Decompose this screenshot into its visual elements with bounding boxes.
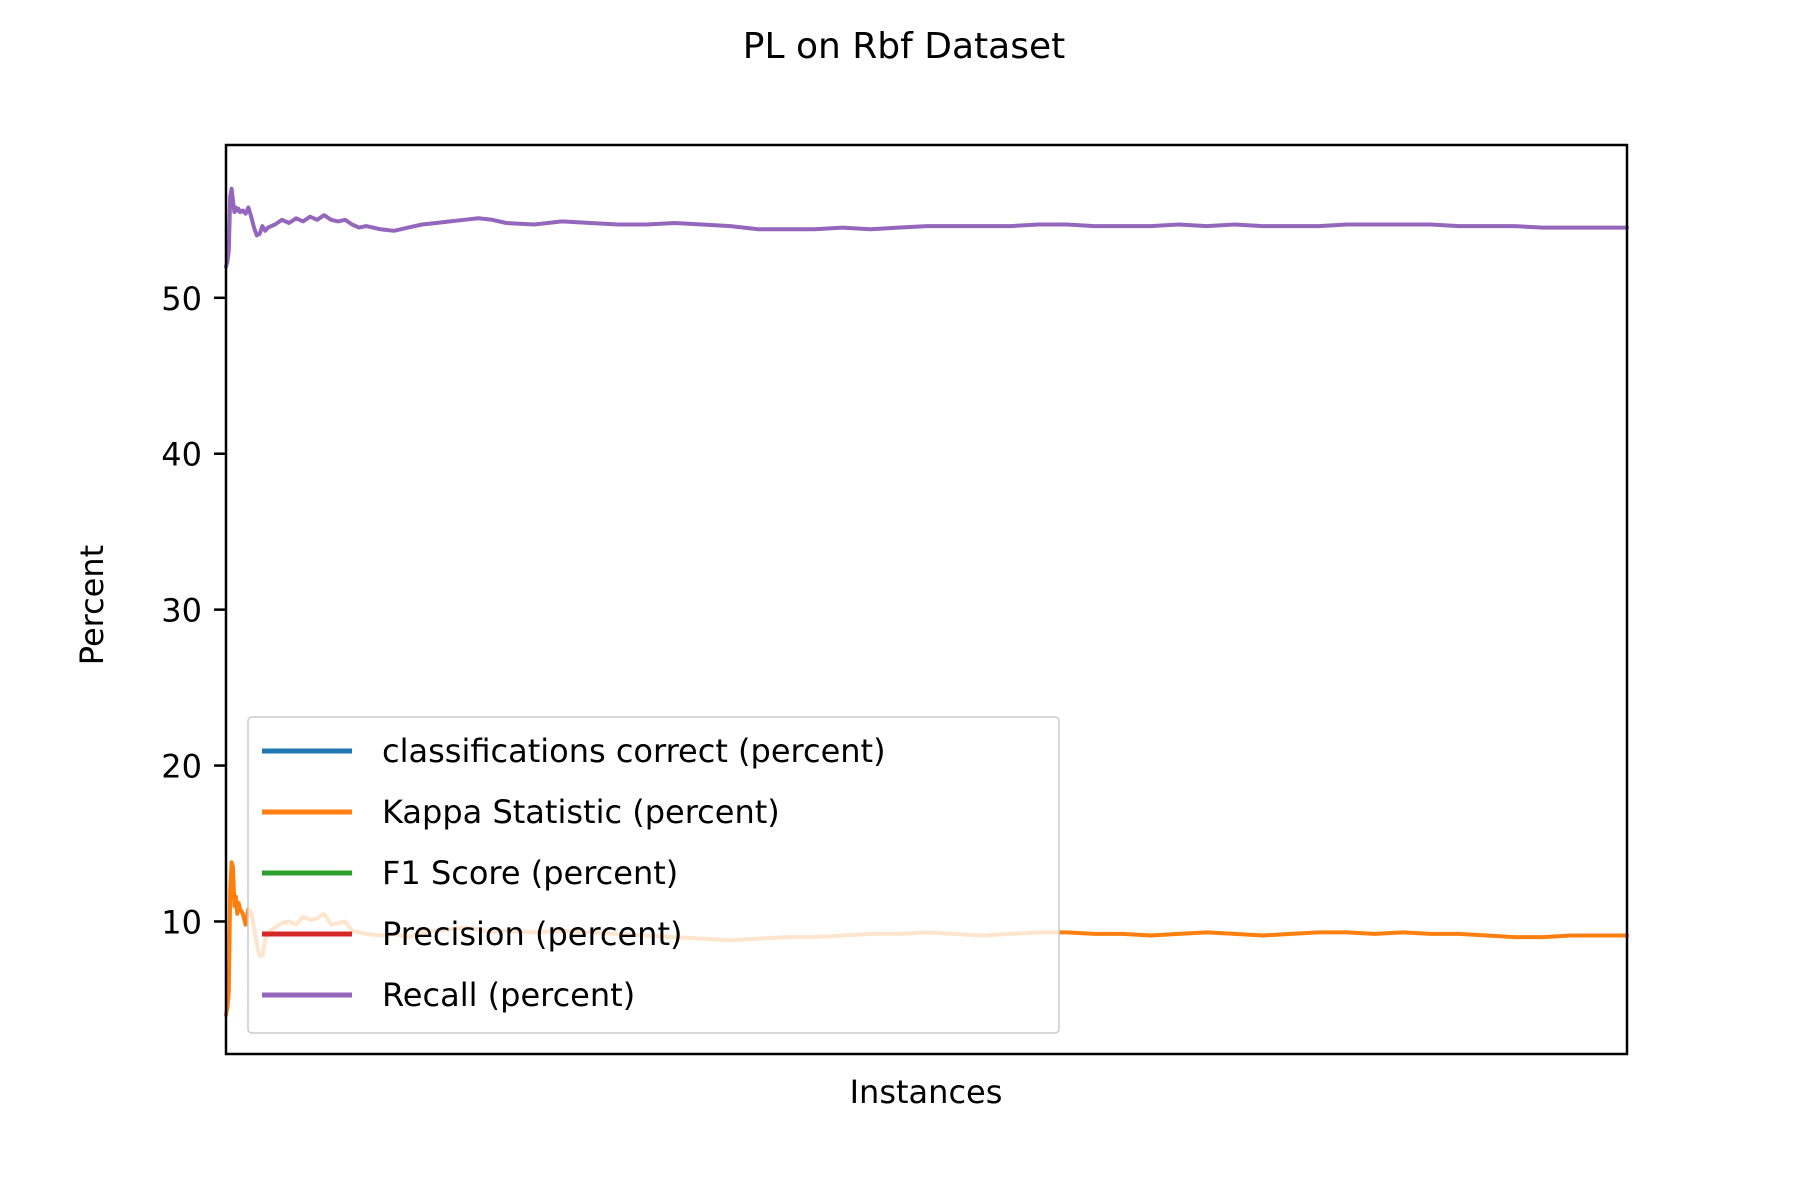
chart-title: PL on Rbf Dataset bbox=[743, 26, 1065, 67]
legend-label: classifications correct (percent) bbox=[382, 732, 886, 770]
y-tick-label: 40 bbox=[161, 436, 202, 474]
legend-box bbox=[247, 716, 1060, 1034]
y-axis-ticks: 10 20 30 40 50 bbox=[161, 280, 226, 941]
y-axis-label: Percent bbox=[73, 545, 111, 665]
legend-label: Kappa Statistic (percent) bbox=[382, 793, 780, 831]
series-line bbox=[224, 186, 1629, 269]
x-axis-label: Instances bbox=[850, 1073, 1003, 1111]
plot-area-frame bbox=[224, 143, 1629, 1056]
legend-label: Precision (percent) bbox=[382, 915, 682, 953]
legend-label: F1 Score (percent) bbox=[382, 854, 678, 892]
legend-label: Recall (percent) bbox=[382, 976, 635, 1014]
y-tick-label: 10 bbox=[161, 903, 202, 941]
y-tick-label: 20 bbox=[161, 748, 202, 786]
legend: classifications correct (percent) Kappa S… bbox=[247, 716, 1060, 1034]
y-tick-label: 30 bbox=[161, 592, 202, 630]
y-tick-label: 50 bbox=[161, 280, 202, 318]
